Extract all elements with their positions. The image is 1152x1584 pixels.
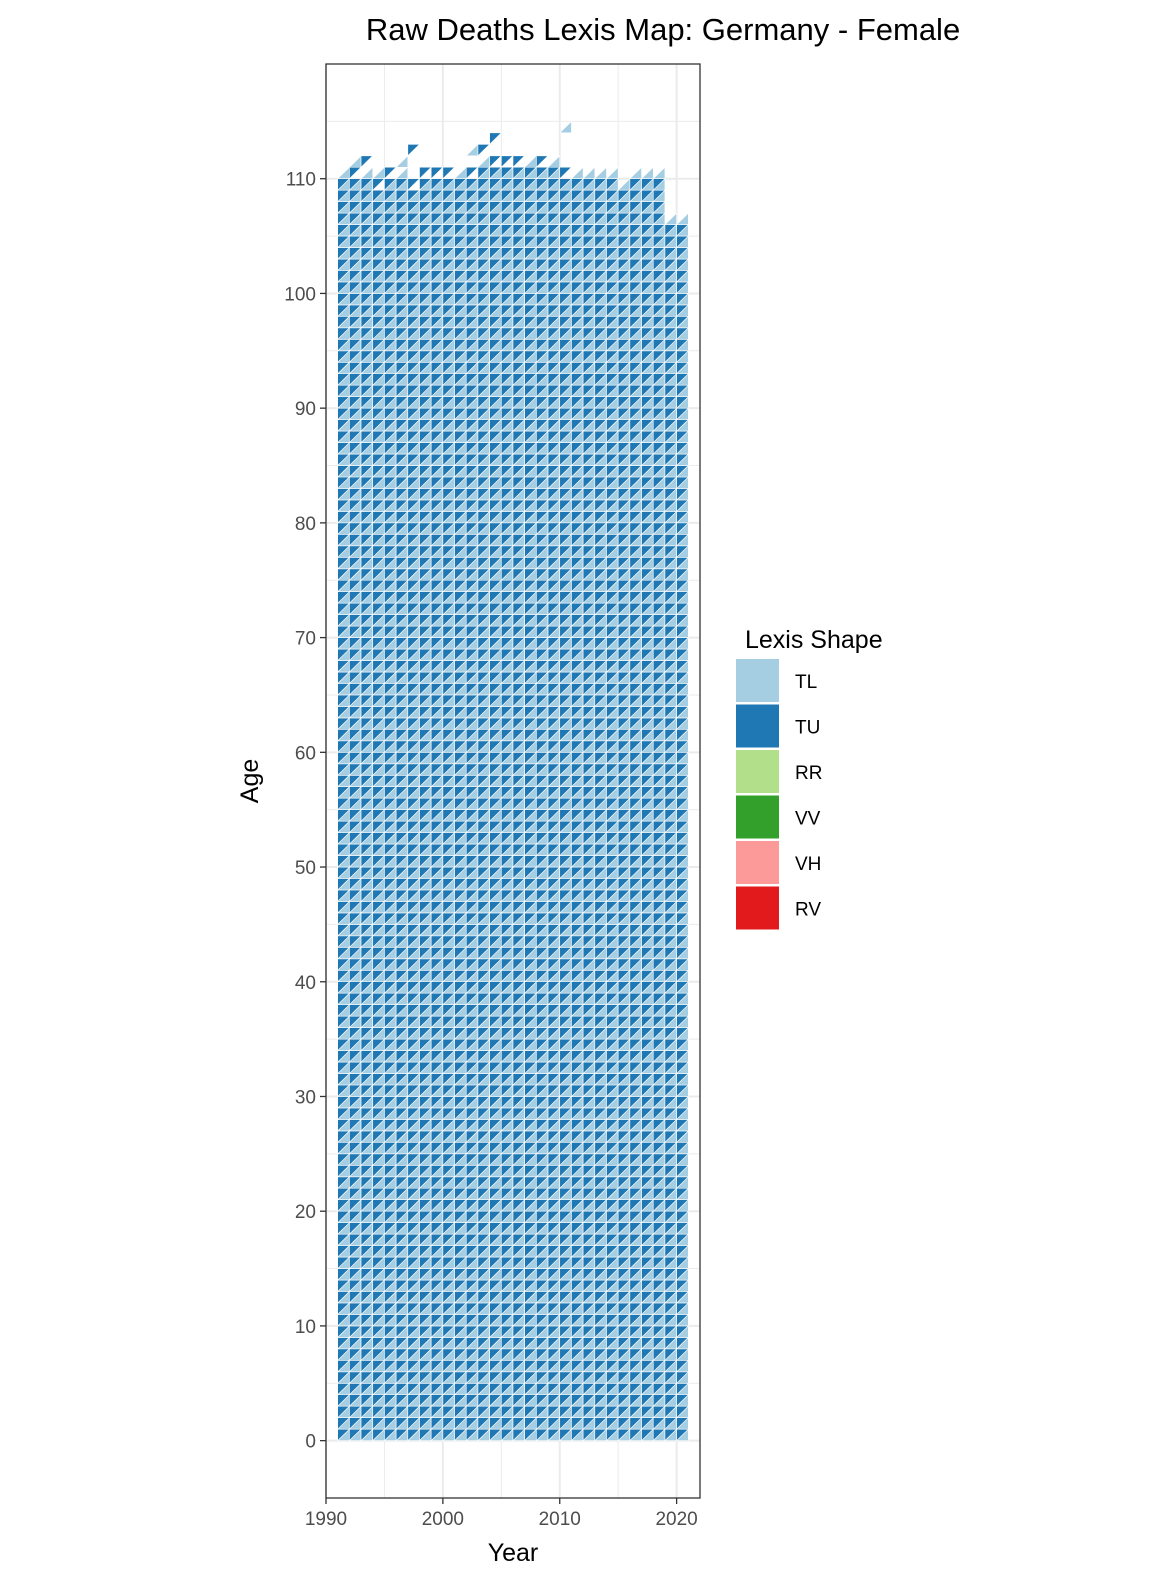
lexis-triangle-tu: [372, 189, 385, 202]
lexis-triangle-tu: [465, 166, 479, 180]
lexis-triangle-tu: [419, 166, 432, 180]
lexis-triangle-tu: [442, 166, 455, 180]
lexis-triangle-tu: [419, 178, 432, 191]
lexis-triangle-tl: [395, 155, 409, 168]
lexis-triangle-tu: [489, 155, 502, 168]
lexis-triangle-tu: [360, 155, 374, 168]
lexis-cells: [337, 121, 689, 1441]
lexis-triangle-tu: [407, 178, 420, 191]
lexis-triangle-tu: [501, 155, 514, 168]
lexis-triangle-tu: [489, 166, 502, 180]
lexis-triangle-tu: [384, 166, 397, 180]
lexis-triangle-tu: [430, 178, 444, 191]
lexis-triangle-tu: [477, 144, 490, 157]
lexis-triangle-tu: [442, 178, 455, 191]
lexis-triangle-tu: [430, 166, 444, 180]
lexis-triangle-tl: [395, 166, 409, 180]
lexis-triangle-tu: [465, 178, 479, 191]
lexis-triangle-tu: [407, 144, 420, 157]
lexis-triangle-tu: [384, 178, 397, 191]
lexis-triangle-tu: [489, 132, 502, 145]
lexis-triangle-tu: [501, 166, 514, 180]
lexis-triangle-tu: [349, 178, 362, 191]
chart-title: Raw Deaths Lexis Map: Germany - Female: [366, 12, 960, 47]
lexis-triangle-tl: [360, 166, 374, 180]
lexis-triangle-tu: [407, 189, 420, 202]
